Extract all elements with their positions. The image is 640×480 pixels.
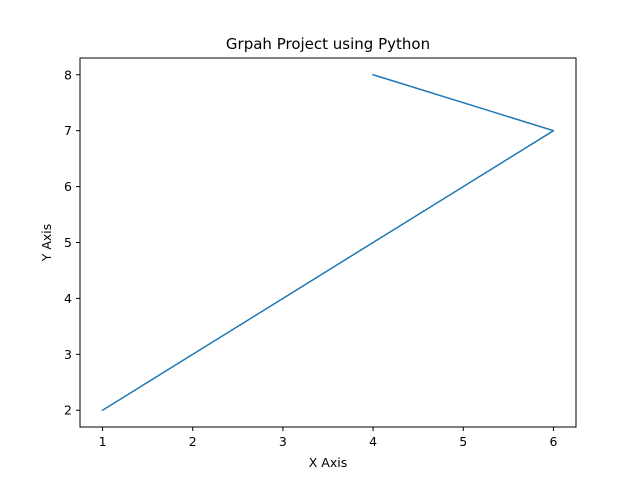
x-axis: 1 2 3 4 5 6: [99, 427, 557, 449]
y-tick-label: 4: [64, 291, 72, 306]
x-tick-label: 4: [369, 434, 377, 449]
y-tick-label: 8: [64, 67, 72, 82]
chart-title: Grpah Project using Python: [226, 35, 430, 53]
y-tick-label: 5: [64, 235, 72, 250]
x-tick-label: 6: [549, 434, 557, 449]
x-tick-label: 2: [189, 434, 197, 449]
y-tick-label: 6: [64, 179, 72, 194]
y-tick-label: 2: [64, 403, 72, 418]
series-line: [101, 73, 555, 412]
series-group: [101, 73, 555, 412]
y-tick-label: 3: [64, 347, 72, 362]
x-tick-label: 5: [459, 434, 467, 449]
y-axis: 2 3 4 5 6 7 8: [64, 67, 80, 418]
x-axis-title: X Axis: [309, 455, 347, 470]
x-tick-label: 3: [279, 434, 287, 449]
x-tick-label: 1: [99, 434, 107, 449]
y-tick-label: 7: [64, 123, 72, 138]
y-axis-title: Y Axis: [39, 224, 54, 263]
